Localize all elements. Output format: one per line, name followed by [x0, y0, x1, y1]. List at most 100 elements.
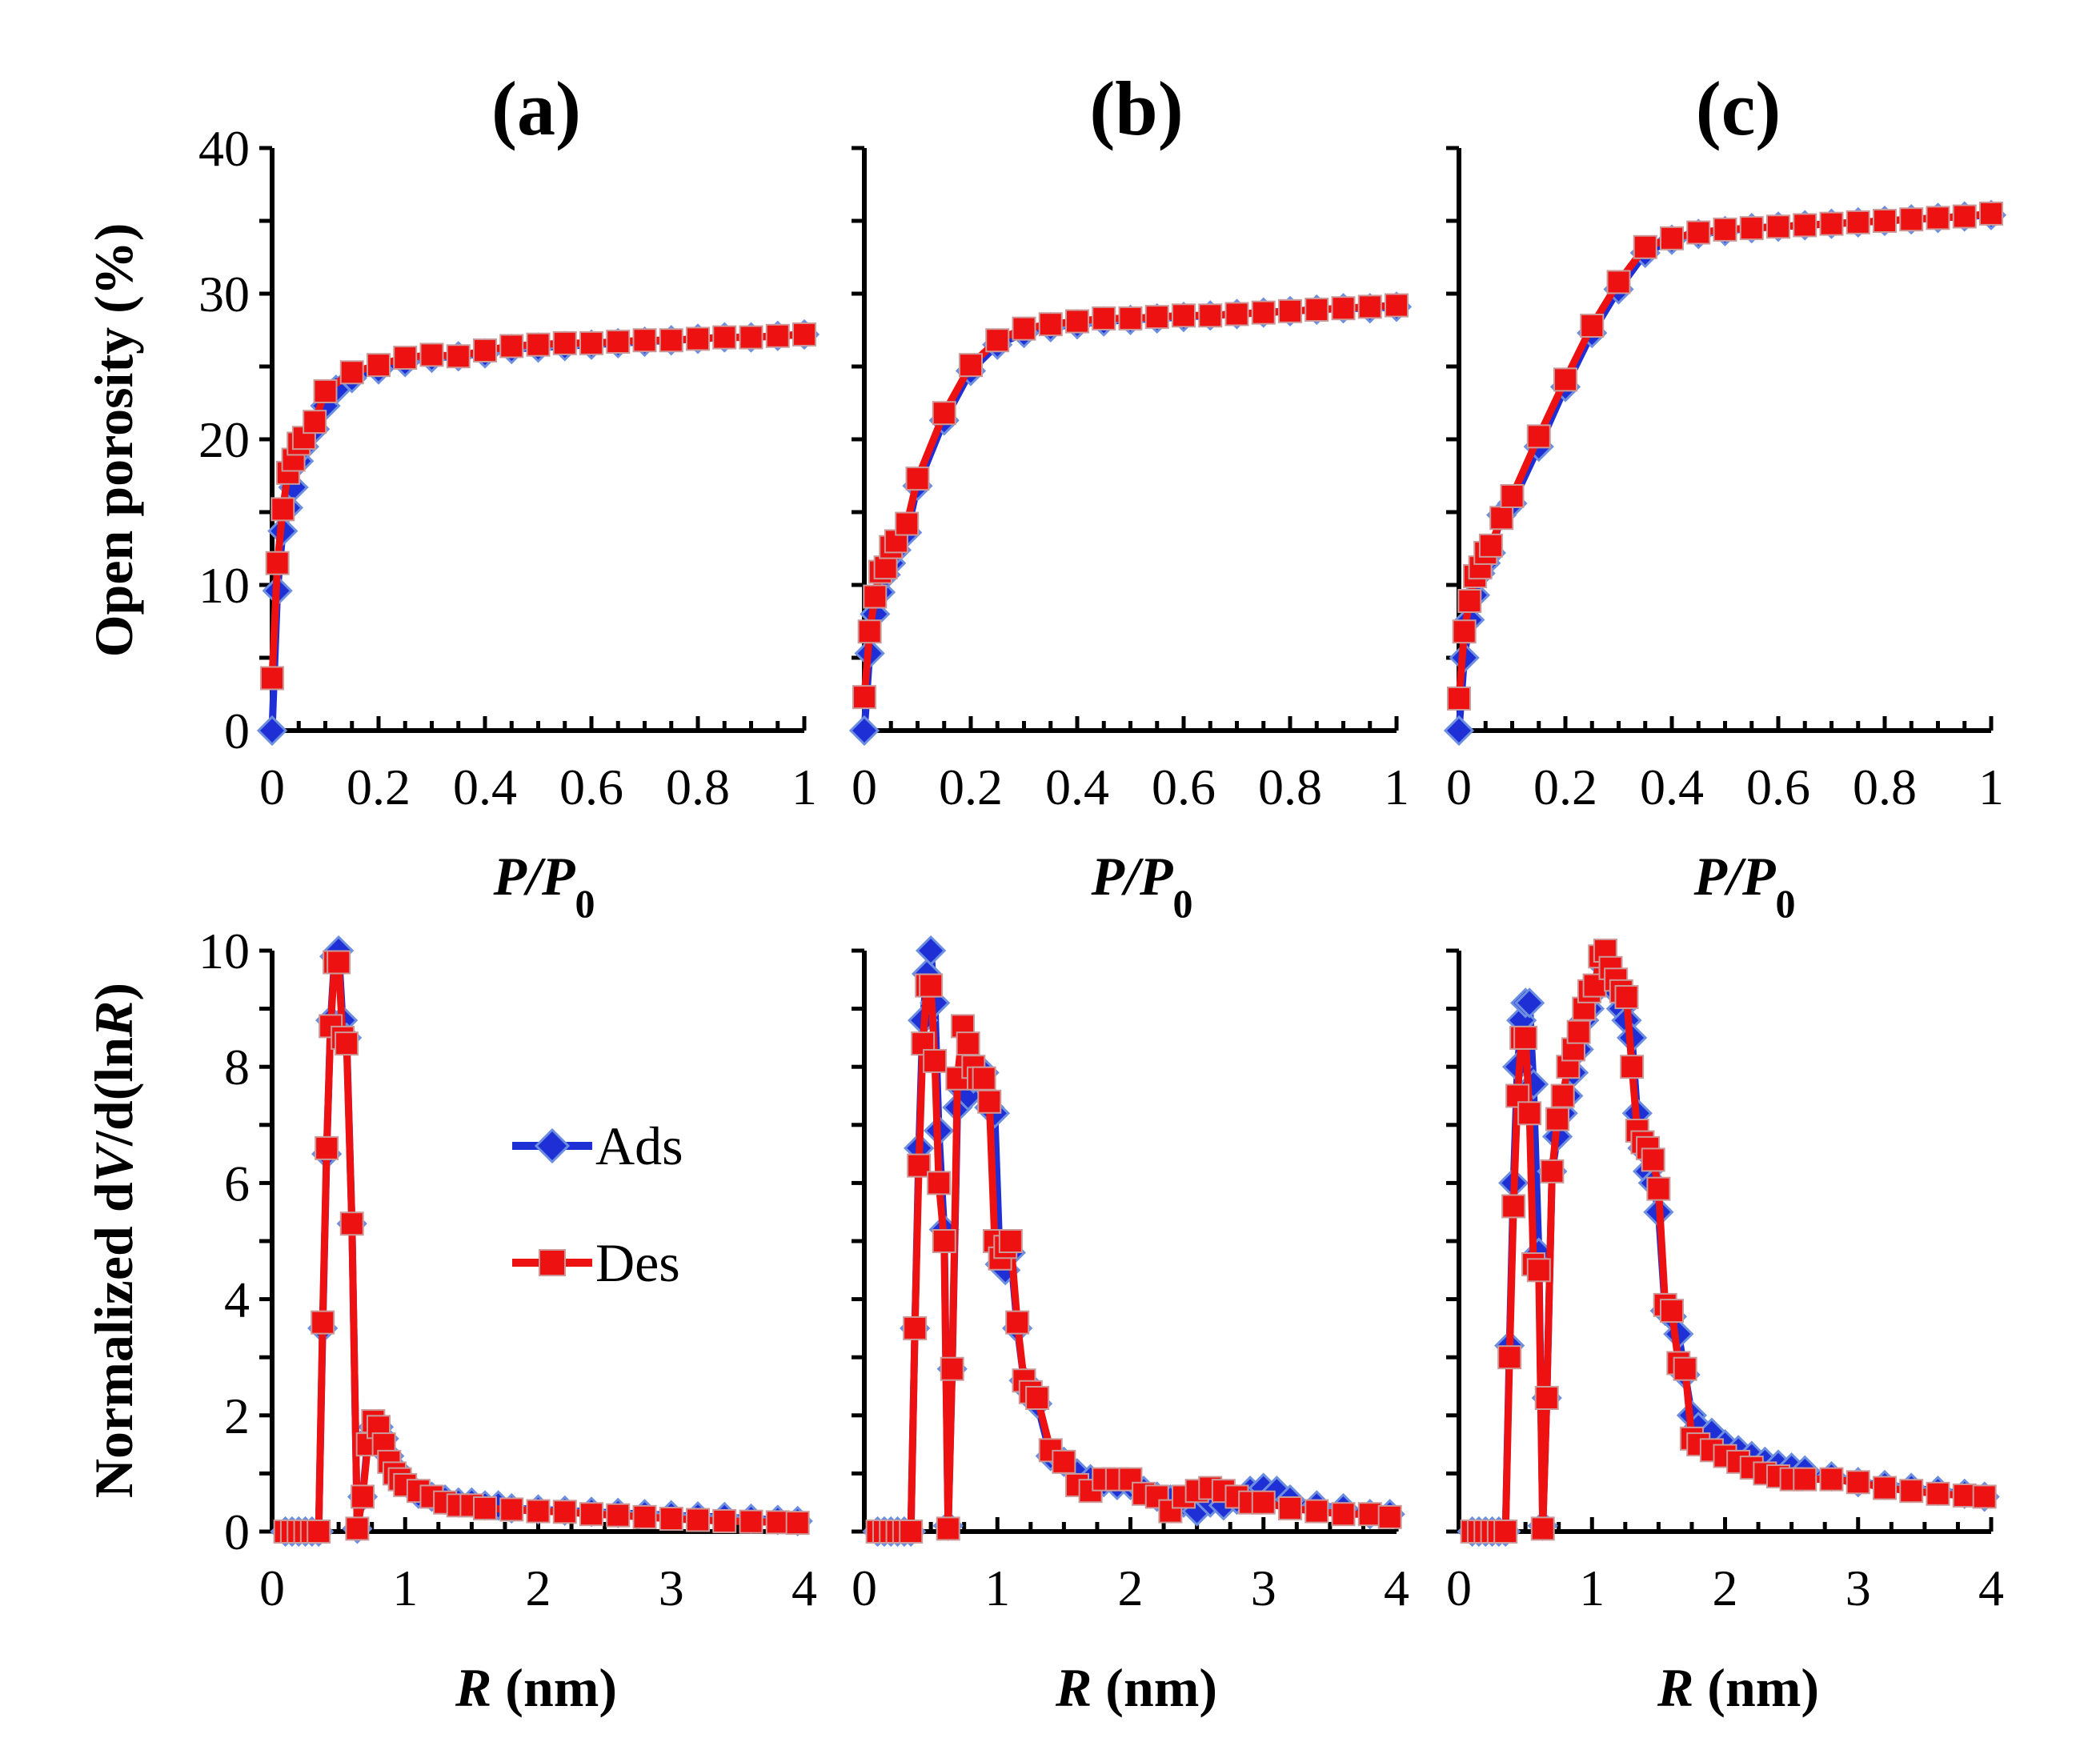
x-tick-label: 2: [1118, 1560, 1144, 1616]
panel-title-c: (c): [1696, 66, 1781, 151]
data-point-des: [632, 328, 657, 353]
data-point-des: [1793, 1467, 1817, 1492]
data-point-des: [1686, 220, 1711, 245]
data-point-des: [271, 497, 295, 522]
data-point-des: [1052, 1449, 1076, 1474]
data-point-des: [1501, 1194, 1526, 1219]
data-point-des: [1540, 1159, 1565, 1183]
data-point-des: [923, 1048, 948, 1073]
data-point-des: [632, 1504, 657, 1529]
y-tick-label: 20: [198, 411, 250, 468]
x-tick-label: 1: [984, 1560, 1010, 1616]
data-point-des: [315, 1135, 339, 1160]
x-tick-label: 0: [259, 1560, 285, 1616]
data-point-des: [1620, 1055, 1645, 1079]
data-point-des: [785, 1511, 810, 1536]
x-tick-label: 4: [1384, 1560, 1409, 1616]
data-point-des: [932, 401, 956, 426]
x-tick-label: 1: [392, 1560, 418, 1616]
data-point-des: [936, 1516, 960, 1541]
data-point-des: [852, 685, 876, 710]
data-point-des: [552, 1500, 577, 1524]
x-tick-label: 0: [852, 1560, 877, 1616]
panel-b-isotherm: 0 0.2 0.4 0.6 0.8 1: [848, 146, 1413, 815]
y-tick-label: 4: [224, 1271, 250, 1328]
panel-b-pore-size: 0 1 2 3 4: [852, 935, 1409, 1616]
data-point-des: [1065, 309, 1089, 334]
data-point-ads: [1443, 715, 1475, 747]
data-point-des: [1377, 1504, 1402, 1529]
data-point-des: [345, 1516, 370, 1541]
x-axis-label-c-bottom: R (nm): [1657, 1657, 1819, 1718]
data-point-des: [311, 1310, 335, 1335]
data-point-des: [1673, 1356, 1697, 1381]
panel-title-b: (b): [1089, 66, 1183, 151]
x-tick-label: 0.4: [1045, 759, 1109, 815]
x-tick-label: 0.2: [939, 759, 1003, 815]
data-point-des: [1819, 211, 1844, 236]
data-point-des: [327, 950, 351, 975]
data-point-des: [873, 555, 898, 580]
data-point-des: [659, 1507, 683, 1532]
data-point-des: [1447, 686, 1471, 711]
data-point-des: [977, 1089, 1002, 1114]
data-point-des: [1530, 1516, 1555, 1541]
data-point-des: [1278, 1496, 1302, 1520]
x-tick-label: 4: [792, 1560, 817, 1616]
data-point-des: [1526, 1258, 1551, 1283]
data-point-des: [1304, 1499, 1329, 1524]
data-point-des: [1251, 1490, 1276, 1515]
data-point-des: [1357, 294, 1382, 319]
x-axis-label-a-bottom: R (nm): [455, 1657, 617, 1718]
data-point-des: [895, 511, 920, 536]
legend-des-marker: [539, 1249, 566, 1276]
legend-des-label: Des: [595, 1232, 680, 1293]
data-point-des: [367, 353, 391, 378]
x-tick-label: 0.2: [347, 759, 411, 815]
data-point-des: [1660, 1299, 1684, 1324]
data-point-des: [1357, 1502, 1382, 1527]
data-point-des: [1493, 1520, 1518, 1544]
data-point-des: [526, 332, 551, 357]
data-point-des: [905, 467, 930, 491]
panel-c-isotherm: 0 0.2 0.4 0.6 0.8 1: [1443, 146, 2007, 815]
x-tick-label: 0.4: [1640, 759, 1704, 815]
data-point-des: [659, 328, 683, 353]
data-point-des: [1500, 483, 1525, 508]
data-point-des: [1118, 306, 1143, 330]
data-point-des: [1526, 424, 1551, 449]
data-point-des: [1580, 314, 1605, 338]
data-point-des: [499, 334, 524, 358]
data-point-des: [1158, 1499, 1183, 1524]
data-point-des: [1278, 298, 1302, 323]
y-tick-label: 2: [224, 1388, 250, 1444]
data-point-des: [985, 328, 1010, 353]
x-tick-label: 0.8: [1258, 759, 1322, 815]
data-point-des: [351, 1484, 375, 1509]
data-point-des: [1926, 206, 1950, 230]
data-point-des: [712, 1508, 737, 1533]
data-point-des: [339, 360, 364, 385]
data-point-des: [1478, 533, 1503, 558]
x-tick-label: 3: [1251, 1560, 1276, 1616]
data-point-des: [998, 1229, 1023, 1253]
data-point-des: [1038, 312, 1063, 337]
data-point-des: [932, 1229, 956, 1253]
data-point-des: [1926, 1481, 1950, 1506]
x-tick-label: 3: [659, 1560, 684, 1616]
x-axis-label-b-top: P/P0: [1091, 846, 1193, 926]
data-point-des: [419, 342, 444, 367]
data-point-des: [1899, 207, 1924, 232]
data-point-des: [1304, 298, 1329, 322]
data-point-des: [1633, 234, 1657, 259]
x-axis-label-b-bottom: R (nm): [1055, 1657, 1217, 1718]
data-point-des: [1550, 1083, 1575, 1108]
y-tick-label: 10: [198, 923, 250, 979]
data-point-des: [1224, 302, 1249, 326]
data-point-des: [686, 326, 710, 351]
y-axis-label-bottom: Normalized dV/d(lnR): [83, 983, 144, 1498]
y-axis-label-top: Open porosity (%): [83, 223, 144, 658]
data-point-des: [1092, 306, 1116, 330]
x-tick-label: 0: [259, 759, 285, 815]
data-point-des: [606, 1503, 631, 1528]
